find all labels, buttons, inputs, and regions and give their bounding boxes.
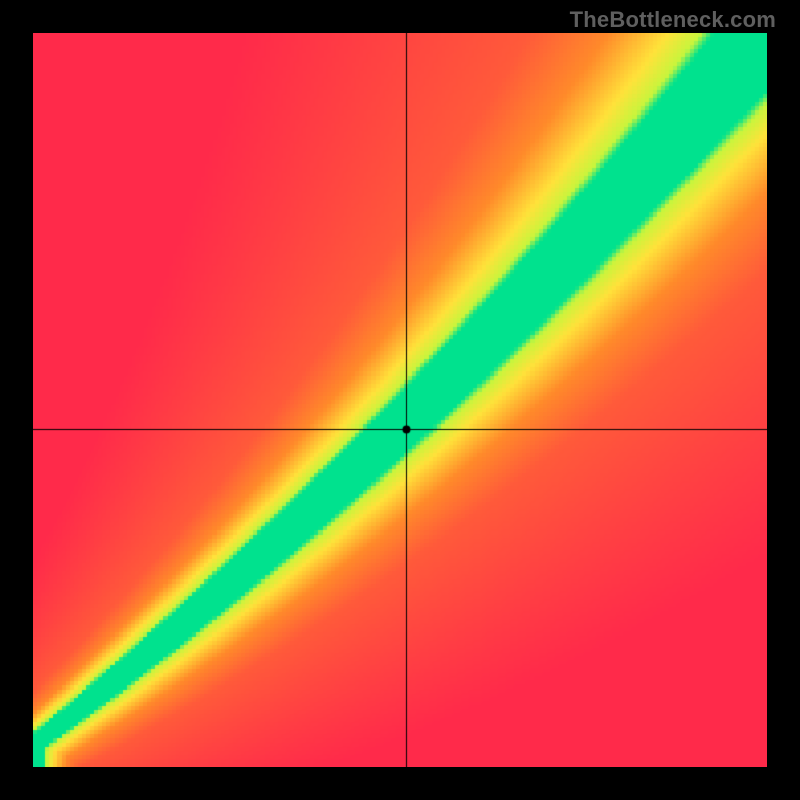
watermark-text: TheBottleneck.com — [570, 7, 776, 33]
bottleneck-heatmap — [33, 33, 767, 767]
chart-container: TheBottleneck.com — [0, 0, 800, 800]
